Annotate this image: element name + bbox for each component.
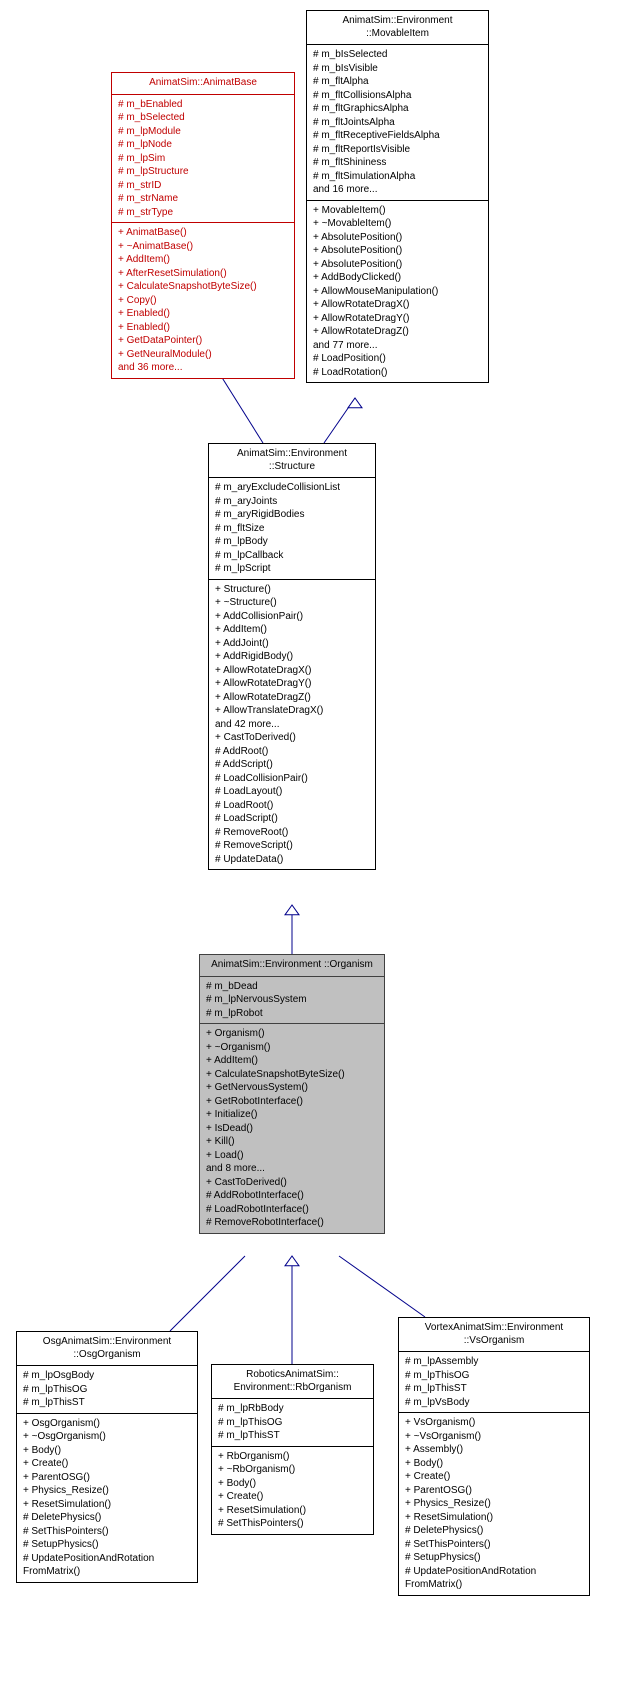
class-title: OsgAnimatSim::Environment ::OsgOrganism	[17, 1332, 197, 1366]
class-attributes: # m_lpRbBody # m_lpThisOG # m_lpThisST	[212, 1399, 373, 1447]
class-organism[interactable]: AnimatSim::Environment ::Organism# m_bDe…	[199, 954, 385, 1234]
class-title: AnimatSim::Environment ::MovableItem	[307, 11, 488, 45]
class-operations: + AnimatBase() + ~AnimatBase() + AddItem…	[112, 223, 294, 378]
class-title: RoboticsAnimatSim:: Environment::RbOrgan…	[212, 1365, 373, 1399]
class-animatbase[interactable]: AnimatSim::AnimatBase# m_bEnabled # m_bS…	[111, 72, 295, 379]
class-operations: + Organism() + ~Organism() + AddItem() +…	[200, 1024, 384, 1233]
class-operations: + MovableItem() + ~MovableItem() + Absol…	[307, 201, 488, 383]
inheritance-line	[170, 1256, 245, 1331]
class-rborganism[interactable]: RoboticsAnimatSim:: Environment::RbOrgan…	[211, 1364, 374, 1535]
class-title: AnimatSim::Environment ::Structure	[209, 444, 375, 478]
class-title: AnimatSim::Environment ::Organism	[200, 955, 384, 977]
class-attributes: # m_aryExcludeCollisionList # m_aryJoint…	[209, 478, 375, 580]
inheritance-line	[324, 398, 355, 443]
class-operations: + VsOrganism() + ~VsOrganism() + Assembl…	[399, 1413, 589, 1595]
class-title: AnimatSim::AnimatBase	[112, 73, 294, 95]
class-attributes: # m_lpOsgBody # m_lpThisOG # m_lpThisST	[17, 1366, 197, 1414]
class-movableitem[interactable]: AnimatSim::Environment ::MovableItem# m_…	[306, 10, 489, 383]
class-operations: + Structure() + ~Structure() + AddCollis…	[209, 580, 375, 870]
class-attributes: # m_bDead # m_lpNervousSystem # m_lpRobo…	[200, 977, 384, 1025]
class-attributes: # m_lpAssembly # m_lpThisOG # m_lpThisST…	[399, 1352, 589, 1413]
class-attributes: # m_bIsSelected # m_bIsVisible # m_fltAl…	[307, 45, 488, 201]
class-operations: + RbOrganism() + ~RbOrganism() + Body() …	[212, 1447, 373, 1534]
class-attributes: # m_bEnabled # m_bSelected # m_lpModule …	[112, 95, 294, 224]
inheritance-arrowhead	[285, 1256, 299, 1266]
class-title: VortexAnimatSim::Environment ::VsOrganis…	[399, 1318, 589, 1352]
inheritance-line	[216, 368, 263, 443]
inheritance-arrowhead	[348, 398, 362, 408]
class-osgorganism[interactable]: OsgAnimatSim::Environment ::OsgOrganism#…	[16, 1331, 198, 1583]
inheritance-arrowhead	[285, 905, 299, 915]
class-vsorganism[interactable]: VortexAnimatSim::Environment ::VsOrganis…	[398, 1317, 590, 1596]
class-structure[interactable]: AnimatSim::Environment ::Structure# m_ar…	[208, 443, 376, 870]
class-operations: + OsgOrganism() + ~OsgOrganism() + Body(…	[17, 1414, 197, 1582]
inheritance-line	[339, 1256, 425, 1317]
